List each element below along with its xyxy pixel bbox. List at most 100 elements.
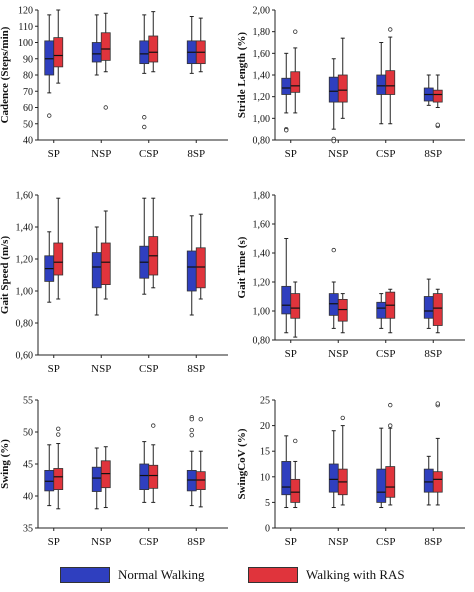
chart-swingcov: 0 5 10 15 20 25 SwingCoV (%) SP NSP CSP 8SP (236, 396, 465, 548)
chart-gait-speed-m-s: 0,60 0,80 1,00 1,20 1,40 1,60 Gait Speed (m/s)… (0, 191, 228, 375)
box-iqr (91, 42, 102, 63)
box-walking-with-ras-nsp (337, 415, 348, 506)
outlier-point (293, 438, 298, 444)
box-walking-with-ras-8sp (195, 417, 206, 508)
box-iqr (100, 32, 111, 61)
box-iqr (328, 293, 339, 316)
legend-swatch-walking-with-ras (248, 567, 298, 583)
y-axis-label: Stride Length (%) (236, 32, 248, 119)
box-normal-walking-8sp (186, 16, 197, 74)
x-tick-label: NSP (91, 148, 111, 160)
box-normal-walking-sp (44, 14, 55, 118)
box-walking-with-ras-nsp (100, 210, 111, 300)
x-tick-label: CSP (139, 536, 159, 548)
outlier-point (189, 417, 194, 422)
y-axis-label: Gait Time (s) (236, 236, 248, 298)
box-iqr (423, 296, 434, 319)
y-tick-label: 60 (23, 103, 33, 114)
box-normal-walking-csp (376, 427, 387, 509)
outlier-point (198, 417, 203, 422)
y-tick-label: 1,00 (253, 307, 271, 318)
x-tick-label: SP (285, 148, 297, 160)
box-normal-walking-sp (44, 231, 55, 303)
box-iqr (186, 469, 197, 492)
box-iqr (139, 40, 150, 65)
box-normal-walking-sp (281, 238, 292, 334)
box-normal-walking-csp (376, 293, 387, 329)
box-walking-with-ras-csp (148, 423, 159, 503)
y-tick-label: 0,60 (16, 351, 34, 362)
box-walking-with-ras-sp (53, 197, 64, 300)
y-tick-label: 40 (23, 492, 33, 503)
box-iqr (281, 77, 292, 95)
y-axis-label: Swing (%) (0, 439, 11, 489)
y-tick-label: 1,80 (253, 191, 271, 202)
box-normal-walking-8sp (423, 278, 434, 329)
box-normal-walking-nsp (91, 447, 102, 510)
outlier-point (142, 124, 147, 130)
box-iqr (195, 247, 206, 289)
box-iqr (139, 463, 150, 491)
outlier-point (388, 402, 393, 408)
box-normal-walking-8sp (186, 415, 197, 507)
box-normal-walking-csp (139, 197, 150, 295)
box-iqr (281, 285, 292, 315)
y-axis-label: SwingCoV (%) (236, 428, 248, 499)
box-iqr (385, 70, 396, 95)
x-tick-label: NSP (91, 536, 111, 548)
box-iqr (432, 471, 443, 493)
box-normal-walking-sp (44, 444, 55, 507)
box-normal-walking-8sp (423, 74, 434, 106)
y-tick-label: 45 (23, 460, 33, 471)
box-walking-with-ras-sp (53, 426, 64, 510)
box-walking-with-ras-csp (385, 402, 396, 506)
y-tick-label: 5 (265, 498, 270, 509)
x-tick-label: 8SP (424, 148, 442, 160)
outlier-point (189, 427, 194, 433)
y-tick-label: 1,00 (16, 287, 34, 298)
box-iqr (328, 76, 339, 103)
x-tick-label: CSP (376, 536, 396, 548)
outlier-point (103, 105, 108, 110)
chart-gait-time-s: 0,80 1,00 1,20 1,40 1,60 1,80 Gait Time (s) SP N… (236, 191, 465, 360)
box-iqr (423, 468, 434, 493)
box-iqr (290, 293, 301, 319)
y-tick-label: 55 (23, 396, 33, 407)
outlier-point (331, 247, 336, 253)
y-tick-label: 0 (265, 524, 270, 535)
box-walking-with-ras-sp (290, 281, 301, 338)
legend-label-walking-with-ras: Walking with RAS (306, 567, 405, 582)
chart-stride-length: 0,80 1,00 1,20 1,40 1,60 1,80 2,00 Stride Lengt… (236, 6, 465, 160)
legend-item-walking-with-ras: Walking with RAS (248, 567, 405, 583)
box-iqr (432, 89, 443, 103)
box-walking-with-ras-csp (385, 288, 396, 334)
box-walking-with-ras-csp (385, 27, 396, 125)
x-tick-label: SP (285, 536, 297, 548)
box-normal-walking-csp (139, 441, 150, 503)
box-normal-walking-csp (376, 42, 387, 125)
x-tick-label: 8SP (424, 536, 442, 548)
box-normal-walking-nsp (328, 430, 339, 509)
x-tick-label: 8SP (187, 148, 205, 160)
outlier-point (189, 433, 194, 438)
box-iqr (91, 466, 102, 492)
box-walking-with-ras-csp (148, 197, 159, 289)
box-iqr (186, 250, 197, 292)
y-tick-label: 110 (18, 22, 33, 33)
box-iqr (376, 301, 387, 319)
outlier-point (284, 128, 289, 133)
outlier-point (47, 113, 52, 118)
box-iqr (53, 468, 64, 491)
x-tick-label: NSP (328, 148, 348, 160)
y-tick-label: 80 (23, 71, 33, 82)
x-tick-label: 8SP (187, 536, 205, 548)
box-iqr (53, 37, 64, 68)
y-tick-label: 10 (260, 472, 270, 483)
box-walking-with-ras-nsp (337, 293, 348, 334)
legend-item-normal-walking: Normal Walking (60, 567, 204, 583)
outlier-point (293, 29, 298, 34)
box-iqr (290, 71, 301, 93)
box-iqr (337, 74, 348, 103)
box-walking-with-ras-csp (148, 11, 159, 73)
box-normal-walking-nsp (328, 247, 339, 329)
